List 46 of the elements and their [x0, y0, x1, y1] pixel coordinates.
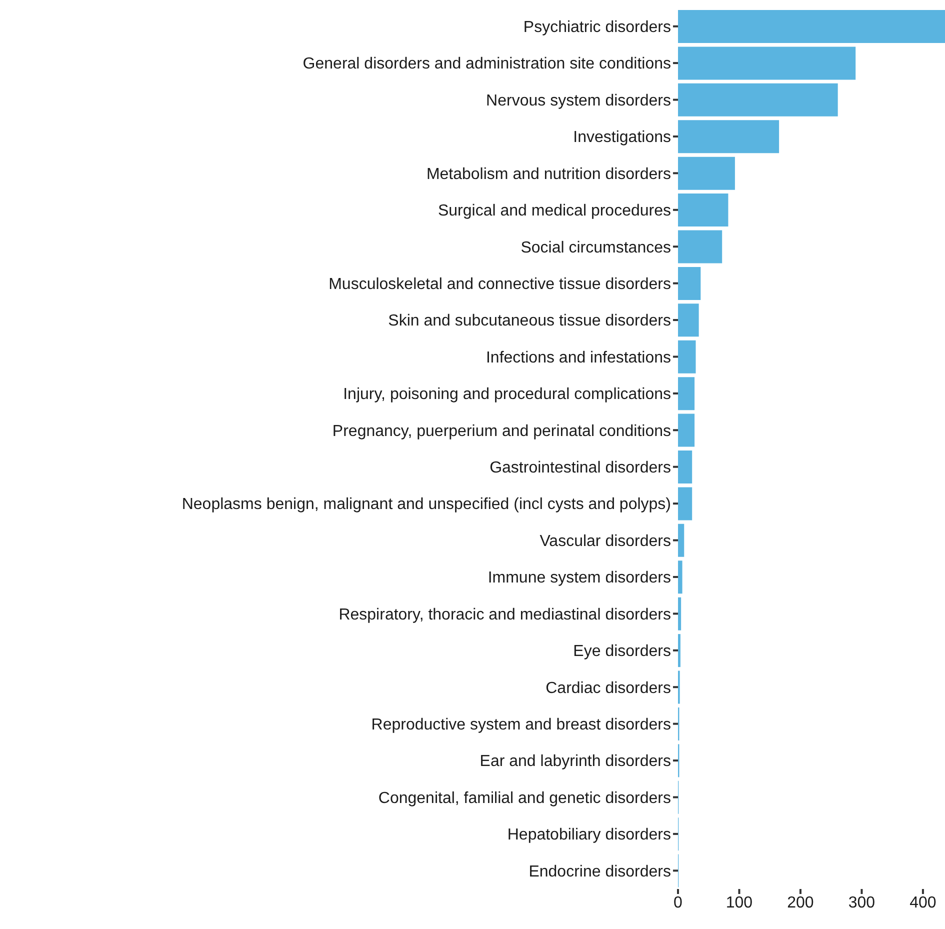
bar	[678, 120, 780, 154]
bar	[678, 266, 701, 300]
x-tick-label: 200	[787, 894, 814, 912]
y-tick-label: Congenital, familial and genetic disorders	[378, 790, 671, 807]
y-tick-label: Pregnancy, puerperium and perinatal conditions	[332, 422, 671, 440]
y-tick-label: Eye disorders	[573, 643, 671, 660]
y-tick-label: Musculoskeletal and connective tissue disorders	[328, 276, 671, 293]
y-tick-label: Infections and infestations	[486, 349, 671, 366]
bar	[678, 83, 838, 116]
bar	[678, 414, 695, 447]
x-tick-label: 0	[674, 894, 683, 912]
bar	[678, 304, 699, 337]
y-tick-label: Reproductive system and breast disorders	[371, 716, 671, 734]
bar	[678, 524, 684, 557]
y-tick-label: General disorders and administration site conditions	[302, 56, 671, 73]
x-tick-label: 400	[910, 894, 936, 912]
x-tick-label: 100	[726, 894, 753, 912]
bar	[678, 597, 682, 630]
y-tick-label: Neoplasms benign, malignant and unspecified (incl cysts and polyps)	[182, 496, 671, 514]
y-tick-label: Endocrine disorders	[528, 863, 671, 880]
y-tick-label: Metabolism and nutrition disorders	[426, 166, 671, 183]
bar	[678, 10, 945, 43]
bar	[678, 156, 735, 190]
bar	[678, 230, 722, 264]
bar	[678, 450, 692, 484]
y-tick-label: Gastrointestinal disorders	[490, 460, 671, 477]
y-tick-label: Respiratory, thoracic and mediastinal disorders	[338, 606, 671, 624]
bar	[678, 377, 695, 410]
bar	[678, 340, 696, 374]
y-tick-label: Vascular disorders	[540, 532, 671, 550]
y-tick-label: Social circumstances	[520, 239, 671, 256]
y-tick-label: Psychiatric disorders	[523, 19, 671, 36]
y-tick-label: Injury, poisoning and procedural complications	[343, 386, 671, 404]
y-tick-label: Ear and labyrinth disorders	[480, 753, 671, 770]
bar	[678, 487, 692, 520]
y-tick-label: Surgical and medical procedures	[438, 202, 671, 220]
y-tick-label: Skin and subcutaneous tissue disorders	[388, 312, 671, 330]
y-tick-label: Investigations	[573, 129, 671, 146]
bar	[678, 194, 728, 227]
bar	[678, 46, 856, 80]
bar	[678, 560, 682, 594]
y-tick-label: Hepatobiliary disorders	[507, 826, 671, 844]
x-tick-label: 300	[848, 894, 876, 912]
y-tick-label: Nervous system disorders	[486, 92, 671, 110]
y-tick-label: Immune system disorders	[488, 570, 671, 587]
y-tick-label: Cardiac disorders	[546, 680, 671, 697]
